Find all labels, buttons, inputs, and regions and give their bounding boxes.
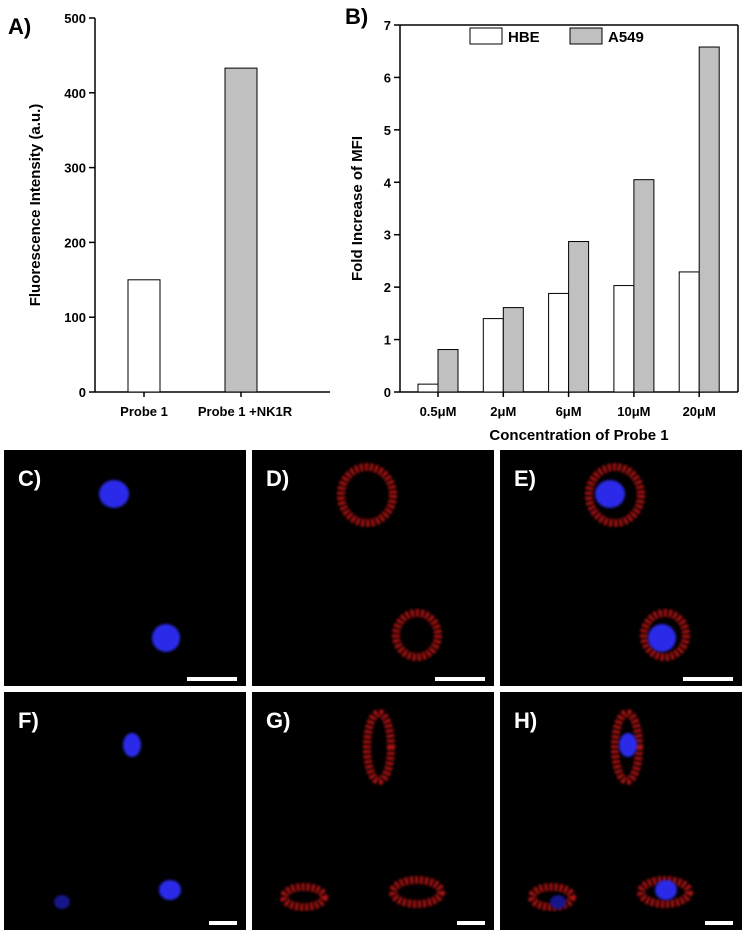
bar — [678, 271, 700, 393]
micrograph: H) — [500, 692, 742, 930]
x-tick-label: 0.5μM — [420, 404, 457, 419]
bar — [568, 241, 590, 393]
y-tick-label: 1 — [384, 333, 391, 348]
cytoplasm-stain — [611, 709, 643, 785]
nucleus — [152, 624, 180, 652]
cytoplasm-stain — [637, 876, 693, 908]
x-tick-label: Probe 1 — [120, 404, 168, 419]
cytoplasm-stain — [640, 609, 690, 661]
bar — [224, 67, 258, 393]
nucleus — [648, 624, 676, 652]
micrograph: G) — [252, 692, 494, 930]
nucleus — [655, 880, 677, 900]
image-background — [500, 692, 742, 930]
x-axis-label: Concentration of Probe 1 — [489, 427, 668, 444]
nucleus — [159, 880, 181, 900]
y-tick-label: 3 — [384, 228, 391, 243]
y-tick-label: 200 — [64, 235, 86, 250]
micrograph: D) — [252, 450, 494, 686]
cytoplasm-stain — [280, 883, 328, 911]
nucleus — [595, 480, 625, 508]
y-axis-label: Fluorescence Intensity (a.u.) — [27, 104, 44, 307]
x-tick-label: 6μM — [556, 404, 582, 419]
nucleus — [99, 480, 129, 508]
y-tick-label: 500 — [64, 11, 86, 26]
panel-label: C) — [18, 466, 41, 491]
cytoplasm-stain — [528, 883, 576, 911]
y-tick-label: 300 — [64, 161, 86, 176]
x-tick-label: 10μM — [617, 404, 650, 419]
y-tick-label: 100 — [64, 310, 86, 325]
bar — [698, 46, 720, 393]
image-background — [252, 450, 494, 686]
nucleus — [550, 895, 566, 909]
y-tick-label: 5 — [384, 123, 391, 138]
bar — [127, 279, 161, 393]
cytoplasm-stain — [389, 876, 445, 908]
nucleus — [123, 733, 141, 757]
legend-swatch — [569, 27, 603, 45]
y-axis-label: Fold Increase of MFI — [349, 136, 366, 281]
panel-label: G) — [266, 708, 290, 733]
cytoplasm-stain — [337, 463, 397, 527]
cytoplasm-stain — [585, 463, 645, 527]
cytoplasm-stain — [392, 609, 442, 661]
bar — [482, 318, 504, 393]
bar — [613, 285, 635, 393]
nucleus — [619, 733, 637, 757]
y-tick-label: 400 — [64, 86, 86, 101]
panel-label: H) — [514, 708, 537, 733]
micrograph: F) — [4, 692, 246, 930]
micrograph: C) — [4, 450, 246, 686]
cytoplasm-stain — [363, 709, 395, 785]
bar — [437, 349, 459, 393]
panel-label: A) — [8, 14, 31, 39]
bar — [633, 179, 655, 393]
y-tick-label: 7 — [384, 18, 391, 33]
x-tick-label: 20μM — [683, 404, 716, 419]
bar — [502, 307, 524, 393]
y-tick-label: 4 — [384, 175, 392, 190]
legend-label: A549 — [608, 29, 644, 46]
legend-label: HBE — [508, 29, 540, 46]
micrograph: E) — [500, 450, 742, 686]
x-tick-label: Probe 1 +NK1R — [198, 404, 293, 419]
y-tick-label: 0 — [384, 385, 391, 400]
y-tick-label: 6 — [384, 70, 391, 85]
image-background — [4, 692, 246, 930]
legend-swatch — [469, 27, 503, 45]
bar — [417, 383, 439, 393]
y-tick-label: 0 — [79, 385, 86, 400]
nucleus — [54, 895, 70, 909]
y-tick-label: 2 — [384, 280, 391, 295]
x-tick-label: 2μM — [490, 404, 516, 419]
panel-label: B) — [345, 4, 368, 29]
panel-label: E) — [514, 466, 536, 491]
panel-label: D) — [266, 466, 289, 491]
image-background — [252, 692, 494, 930]
panel-label: F) — [18, 708, 39, 733]
bar — [548, 292, 570, 393]
